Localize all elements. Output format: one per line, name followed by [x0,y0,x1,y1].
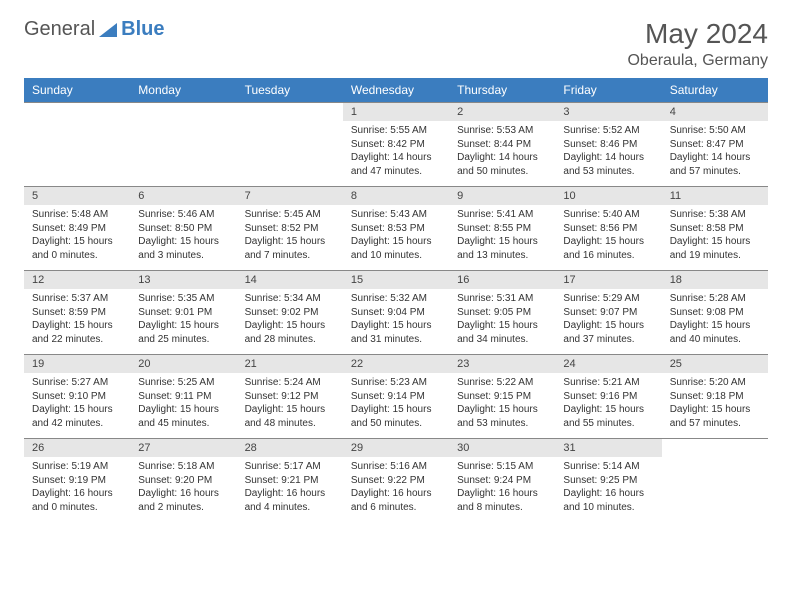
weekday-header: Tuesday [237,78,343,103]
day-number-cell: 19 [24,355,130,374]
day-number-cell: 12 [24,271,130,290]
month-title: May 2024 [627,18,768,50]
day-number-cell: 8 [343,187,449,206]
day-number-cell: 28 [237,439,343,458]
day-content-cell: Sunrise: 5:38 AMSunset: 8:58 PMDaylight:… [662,205,768,271]
day-content-cell [237,121,343,187]
day-content-cell: Sunrise: 5:28 AMSunset: 9:08 PMDaylight:… [662,289,768,355]
day-content-cell: Sunrise: 5:48 AMSunset: 8:49 PMDaylight:… [24,205,130,271]
logo-text-general: General [24,18,95,41]
day-content-cell: Sunrise: 5:15 AMSunset: 9:24 PMDaylight:… [449,457,555,522]
logo-triangle-icon [99,23,117,37]
day-content-row: Sunrise: 5:37 AMSunset: 8:59 PMDaylight:… [24,289,768,355]
day-number-cell: 26 [24,439,130,458]
day-content-cell: Sunrise: 5:50 AMSunset: 8:47 PMDaylight:… [662,121,768,187]
day-number-cell: 27 [130,439,236,458]
day-content-cell: Sunrise: 5:20 AMSunset: 9:18 PMDaylight:… [662,373,768,439]
logo: General Blue [24,18,165,41]
day-number-cell: 10 [555,187,661,206]
day-number-cell [662,439,768,458]
day-content-row: Sunrise: 5:48 AMSunset: 8:49 PMDaylight:… [24,205,768,271]
day-number-cell [24,103,130,122]
day-content-cell: Sunrise: 5:24 AMSunset: 9:12 PMDaylight:… [237,373,343,439]
day-content-cell: Sunrise: 5:27 AMSunset: 9:10 PMDaylight:… [24,373,130,439]
day-number-row: 567891011 [24,187,768,206]
day-number-cell: 1 [343,103,449,122]
day-content-row: Sunrise: 5:55 AMSunset: 8:42 PMDaylight:… [24,121,768,187]
day-number-cell: 21 [237,355,343,374]
day-number-cell: 7 [237,187,343,206]
day-number-cell: 23 [449,355,555,374]
day-content-cell: Sunrise: 5:32 AMSunset: 9:04 PMDaylight:… [343,289,449,355]
day-content-cell: Sunrise: 5:21 AMSunset: 9:16 PMDaylight:… [555,373,661,439]
day-number-cell: 5 [24,187,130,206]
day-content-cell: Sunrise: 5:22 AMSunset: 9:15 PMDaylight:… [449,373,555,439]
weekday-header: Saturday [662,78,768,103]
day-number-cell [237,103,343,122]
day-number-cell: 4 [662,103,768,122]
day-number-cell: 17 [555,271,661,290]
day-content-cell: Sunrise: 5:14 AMSunset: 9:25 PMDaylight:… [555,457,661,522]
day-content-cell: Sunrise: 5:23 AMSunset: 9:14 PMDaylight:… [343,373,449,439]
day-number-cell: 30 [449,439,555,458]
day-number-cell: 18 [662,271,768,290]
day-number-cell: 14 [237,271,343,290]
day-number-cell: 16 [449,271,555,290]
day-content-cell: Sunrise: 5:16 AMSunset: 9:22 PMDaylight:… [343,457,449,522]
day-content-cell: Sunrise: 5:37 AMSunset: 8:59 PMDaylight:… [24,289,130,355]
calendar-body: 1234Sunrise: 5:55 AMSunset: 8:42 PMDayli… [24,103,768,523]
page-header: General Blue May 2024 Oberaula, Germany [24,18,768,70]
day-content-cell: Sunrise: 5:53 AMSunset: 8:44 PMDaylight:… [449,121,555,187]
day-number-cell [130,103,236,122]
weekday-header-row: SundayMondayTuesdayWednesdayThursdayFrid… [24,78,768,103]
weekday-header: Thursday [449,78,555,103]
day-content-cell [662,457,768,522]
day-number-row: 19202122232425 [24,355,768,374]
day-content-row: Sunrise: 5:27 AMSunset: 9:10 PMDaylight:… [24,373,768,439]
weekday-header: Friday [555,78,661,103]
day-content-cell: Sunrise: 5:45 AMSunset: 8:52 PMDaylight:… [237,205,343,271]
day-number-cell: 29 [343,439,449,458]
day-content-cell: Sunrise: 5:31 AMSunset: 9:05 PMDaylight:… [449,289,555,355]
day-content-cell: Sunrise: 5:52 AMSunset: 8:46 PMDaylight:… [555,121,661,187]
day-content-row: Sunrise: 5:19 AMSunset: 9:19 PMDaylight:… [24,457,768,522]
day-content-cell: Sunrise: 5:29 AMSunset: 9:07 PMDaylight:… [555,289,661,355]
day-number-cell: 13 [130,271,236,290]
weekday-header: Monday [130,78,236,103]
day-number-cell: 11 [662,187,768,206]
weekday-header: Wednesday [343,78,449,103]
calendar-table: SundayMondayTuesdayWednesdayThursdayFrid… [24,78,768,522]
location-subtitle: Oberaula, Germany [627,52,768,70]
day-content-cell: Sunrise: 5:25 AMSunset: 9:11 PMDaylight:… [130,373,236,439]
day-content-cell: Sunrise: 5:40 AMSunset: 8:56 PMDaylight:… [555,205,661,271]
day-content-cell: Sunrise: 5:43 AMSunset: 8:53 PMDaylight:… [343,205,449,271]
day-number-cell: 24 [555,355,661,374]
day-number-row: 262728293031 [24,439,768,458]
day-number-cell: 6 [130,187,236,206]
logo-text-blue: Blue [121,18,164,41]
day-content-cell: Sunrise: 5:19 AMSunset: 9:19 PMDaylight:… [24,457,130,522]
day-content-cell [24,121,130,187]
day-content-cell: Sunrise: 5:46 AMSunset: 8:50 PMDaylight:… [130,205,236,271]
day-number-cell: 25 [662,355,768,374]
day-number-row: 1234 [24,103,768,122]
day-number-row: 12131415161718 [24,271,768,290]
day-number-cell: 20 [130,355,236,374]
day-number-cell: 15 [343,271,449,290]
day-content-cell [130,121,236,187]
day-content-cell: Sunrise: 5:18 AMSunset: 9:20 PMDaylight:… [130,457,236,522]
day-content-cell: Sunrise: 5:17 AMSunset: 9:21 PMDaylight:… [237,457,343,522]
day-content-cell: Sunrise: 5:35 AMSunset: 9:01 PMDaylight:… [130,289,236,355]
title-block: May 2024 Oberaula, Germany [627,18,768,70]
day-content-cell: Sunrise: 5:55 AMSunset: 8:42 PMDaylight:… [343,121,449,187]
day-number-cell: 31 [555,439,661,458]
day-number-cell: 2 [449,103,555,122]
day-content-cell: Sunrise: 5:41 AMSunset: 8:55 PMDaylight:… [449,205,555,271]
day-content-cell: Sunrise: 5:34 AMSunset: 9:02 PMDaylight:… [237,289,343,355]
day-number-cell: 3 [555,103,661,122]
day-number-cell: 9 [449,187,555,206]
day-number-cell: 22 [343,355,449,374]
weekday-header: Sunday [24,78,130,103]
